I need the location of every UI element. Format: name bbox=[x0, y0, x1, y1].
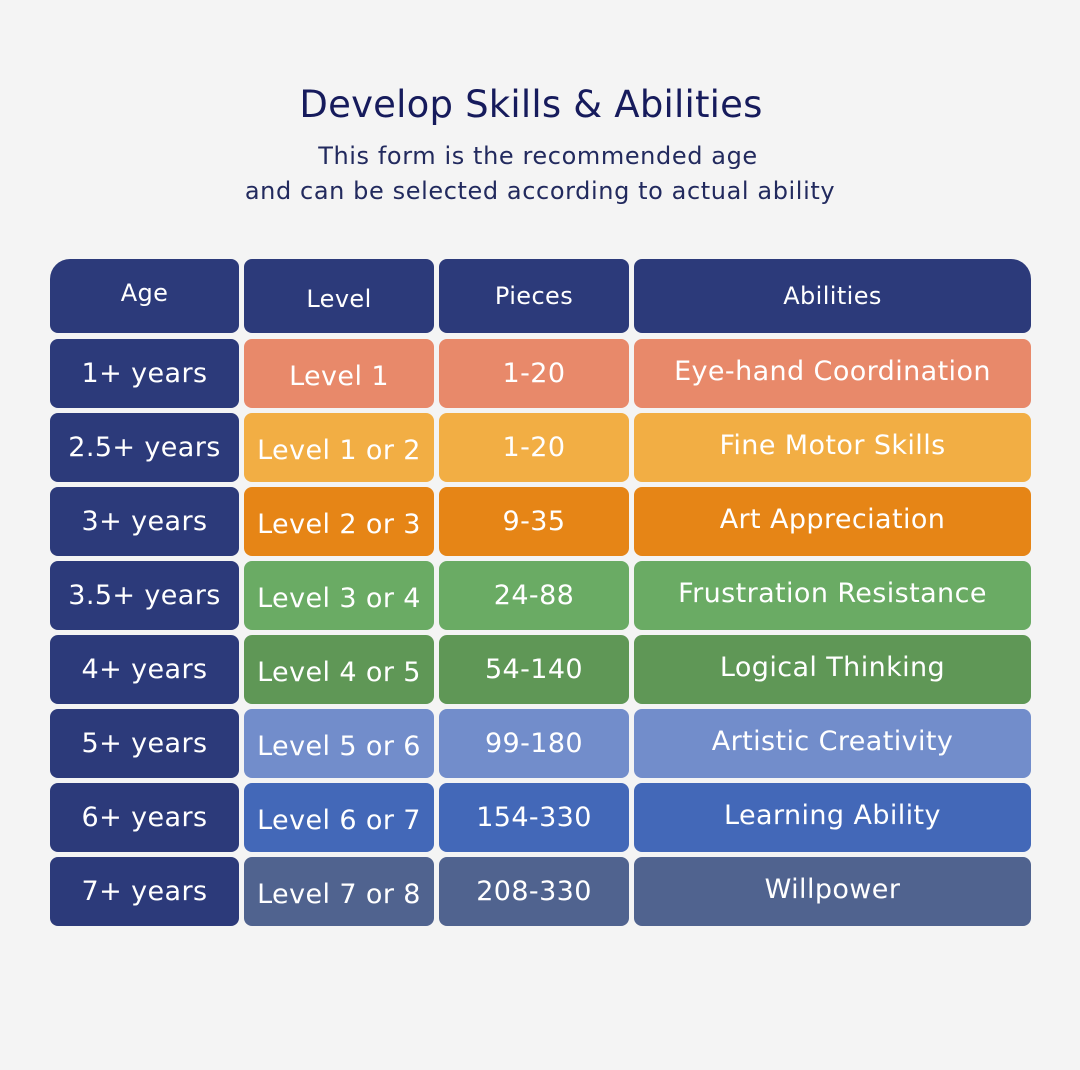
ability-label: Fine Motor Skills bbox=[719, 430, 946, 461]
column-header-abilities-label: Abilities bbox=[783, 282, 882, 310]
table-row-pieces: 154-330 bbox=[439, 783, 629, 852]
table-row-level: Level 1 bbox=[244, 339, 434, 408]
age-label: 5+ years bbox=[81, 728, 208, 759]
subtitle-line-2: and can be selected according to actual … bbox=[244, 177, 836, 205]
table-row-ability: Logical Thinking bbox=[634, 635, 1031, 704]
table-row-ability: Eye-hand Coordination bbox=[634, 339, 1031, 408]
table-row-pieces: 99-180 bbox=[439, 709, 629, 778]
level-label: Level 2 or 3 bbox=[257, 509, 421, 540]
column-header-abilities: Abilities bbox=[634, 259, 1031, 333]
ability-label: Willpower bbox=[764, 874, 901, 905]
column-header-pieces-label: Pieces bbox=[494, 282, 574, 310]
table-row-pieces: 24-88 bbox=[439, 561, 629, 630]
table-row-pieces: 54-140 bbox=[439, 635, 629, 704]
table-row-level: Level 3 or 4 bbox=[244, 561, 434, 630]
pieces-label: 99-180 bbox=[484, 728, 584, 759]
table-row-ability: Willpower bbox=[634, 857, 1031, 926]
pieces-label: 208-330 bbox=[476, 876, 592, 907]
level-label: Level 3 or 4 bbox=[257, 583, 421, 614]
age-label: 7+ years bbox=[81, 876, 208, 907]
age-label: 2.5+ years bbox=[68, 432, 221, 463]
column-header-age: Age bbox=[50, 259, 239, 333]
table-row-pieces: 1-20 bbox=[439, 413, 629, 482]
table-row-age: 6+ years bbox=[50, 783, 239, 852]
pieces-label: 1-20 bbox=[502, 432, 566, 463]
table-row-age: 4+ years bbox=[50, 635, 239, 704]
age-label: 6+ years bbox=[81, 802, 208, 833]
table-row-pieces: 1-20 bbox=[439, 339, 629, 408]
table-row-level: Level 2 or 3 bbox=[244, 487, 434, 556]
column-header-pieces: Pieces bbox=[439, 259, 629, 333]
table-row-ability: Learning Ability bbox=[634, 783, 1031, 852]
table-row-age: 3+ years bbox=[50, 487, 239, 556]
pieces-label: 9-35 bbox=[502, 506, 566, 537]
ability-label: Eye-hand Coordination bbox=[674, 356, 991, 387]
table-row-pieces: 9-35 bbox=[439, 487, 629, 556]
table-row-level: Level 4 or 5 bbox=[244, 635, 434, 704]
pieces-label: 54-140 bbox=[484, 654, 584, 685]
column-header-level: Level bbox=[244, 259, 434, 333]
table-row-ability: Artistic Creativity bbox=[634, 709, 1031, 778]
ability-label: Frustration Resistance bbox=[678, 578, 987, 609]
subtitle-line-1: This form is the recommended age bbox=[318, 142, 758, 170]
age-label: 3.5+ years bbox=[68, 580, 221, 611]
age-label: 4+ years bbox=[81, 654, 208, 685]
table-row-level: Level 6 or 7 bbox=[244, 783, 434, 852]
pieces-label: 154-330 bbox=[476, 802, 592, 833]
table-row-age: 5+ years bbox=[50, 709, 239, 778]
table-row-age: 2.5+ years bbox=[50, 413, 239, 482]
column-header-age-label: Age bbox=[120, 279, 169, 307]
level-label: Level 5 or 6 bbox=[257, 731, 421, 762]
column-header-level-label: Level bbox=[306, 285, 372, 313]
level-label: Level 7 or 8 bbox=[257, 879, 421, 910]
page-title: Develop Skills & Abilities bbox=[299, 83, 763, 126]
age-label: 3+ years bbox=[81, 506, 208, 537]
table-row-age: 7+ years bbox=[50, 857, 239, 926]
ability-label: Art Appreciation bbox=[719, 504, 946, 535]
ability-label: Artistic Creativity bbox=[711, 726, 954, 757]
table-row-ability: Fine Motor Skills bbox=[634, 413, 1031, 482]
level-label: Level 4 or 5 bbox=[257, 657, 421, 688]
table-row-pieces: 208-330 bbox=[439, 857, 629, 926]
ability-label: Learning Ability bbox=[724, 800, 941, 831]
table-row-ability: Frustration Resistance bbox=[634, 561, 1031, 630]
table-row-level: Level 1 or 2 bbox=[244, 413, 434, 482]
level-label: Level 1 bbox=[289, 361, 389, 392]
ability-label: Logical Thinking bbox=[719, 652, 946, 683]
level-label: Level 1 or 2 bbox=[257, 435, 421, 466]
table-row-ability: Art Appreciation bbox=[634, 487, 1031, 556]
table-row-level: Level 7 or 8 bbox=[244, 857, 434, 926]
pieces-label: 24-88 bbox=[493, 580, 575, 611]
table-row-age: 1+ years bbox=[50, 339, 239, 408]
pieces-label: 1-20 bbox=[502, 358, 566, 389]
table-row-age: 3.5+ years bbox=[50, 561, 239, 630]
age-label: 1+ years bbox=[81, 358, 208, 389]
table-row-level: Level 5 or 6 bbox=[244, 709, 434, 778]
level-label: Level 6 or 7 bbox=[257, 805, 421, 836]
